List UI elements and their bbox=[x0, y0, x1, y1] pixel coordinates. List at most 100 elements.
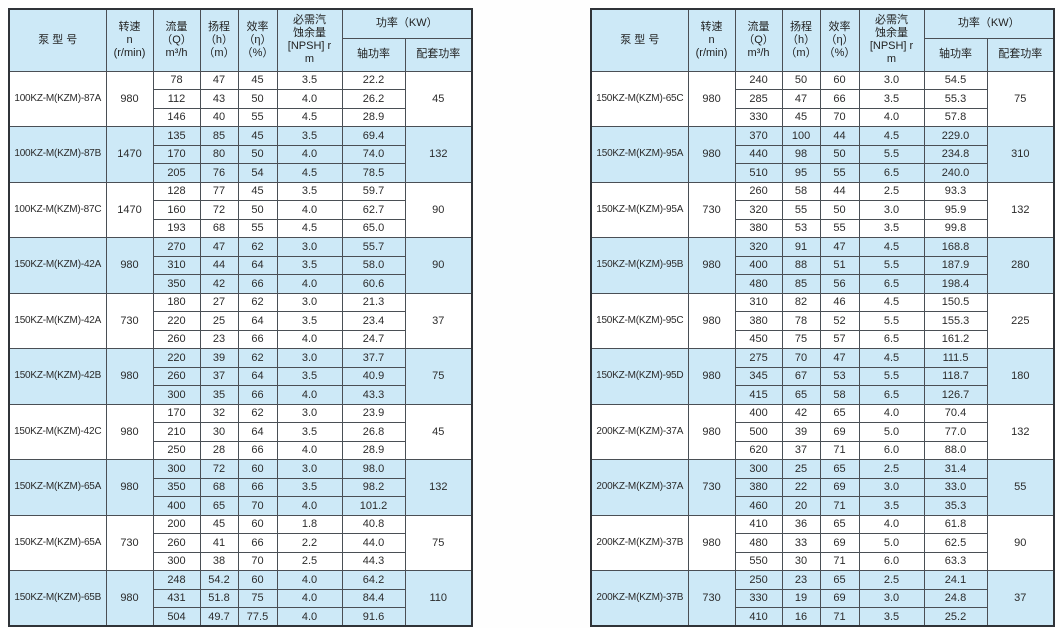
npsh-cell: 5.5 bbox=[858, 255, 925, 275]
flow-cell: 400 bbox=[734, 255, 783, 275]
flow-cell: 260 bbox=[152, 366, 201, 386]
efficiency-cell: 60 bbox=[237, 514, 278, 534]
flow-cell: 345 bbox=[734, 366, 783, 386]
shaft-power-cell: 63.3 bbox=[923, 551, 988, 571]
efficiency-cell: 70 bbox=[819, 107, 860, 127]
speed-cell: 730 bbox=[105, 292, 154, 349]
head-cell: 23 bbox=[781, 570, 821, 590]
head-cell: 68 bbox=[199, 218, 239, 238]
spec-row: 300 38 70 2.5 44.3 bbox=[9, 551, 472, 571]
matched-power-cell: 75 bbox=[404, 514, 473, 571]
matched-power-cell: 132 bbox=[986, 181, 1055, 238]
efficiency-cell: 50 bbox=[237, 89, 278, 109]
flow-cell: 410 bbox=[734, 607, 783, 627]
efficiency-cell: 70 bbox=[237, 496, 278, 516]
flow-cell: 400 bbox=[734, 403, 783, 423]
speed-cell: 980 bbox=[687, 292, 736, 349]
flow-cell: 320 bbox=[734, 200, 783, 220]
head-cell: 70 bbox=[781, 348, 821, 368]
npsh-cell: 3.5 bbox=[276, 70, 343, 90]
head-cell: 47 bbox=[199, 70, 239, 90]
pump-model-cell: 200KZ-M(KZM)-37A bbox=[590, 403, 689, 460]
efficiency-cell: 53 bbox=[819, 366, 860, 386]
flow-cell: 330 bbox=[734, 588, 783, 608]
efficiency-cell: 44 bbox=[819, 126, 860, 146]
pump-model-cell: 150KZ-M(KZM)-95C bbox=[590, 292, 689, 349]
speed-cell: 730 bbox=[687, 181, 736, 238]
npsh-cell: 3.0 bbox=[276, 348, 343, 368]
npsh-cell: 3.5 bbox=[276, 181, 343, 201]
spec-row: 150KZ-M(KZM)-95B 980 320 91 47 4.5 168.8 280 bbox=[590, 237, 1055, 294]
shaft-power-cell: 21.3 bbox=[341, 292, 406, 312]
efficiency-cell: 66 bbox=[237, 274, 278, 294]
efficiency-cell: 55 bbox=[819, 218, 860, 238]
head-cell: 40 bbox=[199, 107, 239, 127]
flow-cell: 260 bbox=[734, 181, 783, 201]
pump-model-cell: 150KZ-M(KZM)-65B bbox=[8, 570, 107, 627]
flow-header: 流量 （Q） m³/h bbox=[734, 8, 783, 72]
matched-power-cell: 75 bbox=[404, 348, 473, 405]
spec-row: 146 40 55 4.5 28.9 bbox=[9, 107, 472, 127]
shaft-power-cell: 61.8 bbox=[923, 514, 988, 534]
pump-model-cell: 150KZ-M(KZM)-42A bbox=[8, 237, 107, 294]
matched-power-cell: 37 bbox=[986, 570, 1055, 627]
npsh-cell: 3.5 bbox=[276, 422, 343, 442]
pump-model-cell: 150KZ-M(KZM)-65A bbox=[8, 459, 107, 516]
head-cell: 25 bbox=[781, 459, 821, 479]
spec-row: 440 98 50 5.5 234.8 bbox=[591, 144, 1054, 164]
head-cell: 41 bbox=[199, 533, 239, 553]
shaft-power-cell: 23.9 bbox=[341, 403, 406, 423]
head-cell: 16 bbox=[781, 607, 821, 627]
shaft-power-cell: 234.8 bbox=[923, 144, 988, 164]
pump-model-cell: 150KZ-M(KZM)-95B bbox=[590, 237, 689, 294]
shaft-power-cell: 64.2 bbox=[341, 570, 406, 590]
head-cell: 80 bbox=[199, 144, 239, 164]
npsh-cell: 5.5 bbox=[858, 366, 925, 386]
npsh-cell: 3.5 bbox=[276, 477, 343, 497]
shaft-power-cell: 78.5 bbox=[341, 163, 406, 183]
head-cell: 88 bbox=[781, 255, 821, 275]
spec-row: 220 25 64 3.5 23.4 bbox=[9, 311, 472, 331]
flow-cell: 440 bbox=[734, 144, 783, 164]
shaft-power-cell: 168.8 bbox=[923, 237, 988, 257]
head-cell: 67 bbox=[781, 366, 821, 386]
shaft-power-cell: 55.7 bbox=[341, 237, 406, 257]
npsh-cell: 4.0 bbox=[276, 607, 343, 627]
head-cell: 23 bbox=[199, 329, 239, 349]
npsh-cell: 3.0 bbox=[858, 588, 925, 608]
flow-cell: 270 bbox=[152, 237, 201, 257]
efficiency-cell: 62 bbox=[237, 348, 278, 368]
head-cell: 98 bbox=[781, 144, 821, 164]
npsh-cell: 6.5 bbox=[858, 274, 925, 294]
head-cell: 50 bbox=[781, 70, 821, 90]
flow-cell: 460 bbox=[734, 496, 783, 516]
shaft-power-cell: 161.2 bbox=[923, 329, 988, 349]
pump-spec-table-right: 泵 型 号 转速 n (r/min) 流量 （Q） m³/h 扬程 （h） （m… bbox=[590, 8, 1056, 627]
power-group-header: 功率（KW） bbox=[341, 8, 473, 39]
npsh-cell: 4.0 bbox=[276, 200, 343, 220]
flow-cell: 380 bbox=[734, 477, 783, 497]
matched-power-cell: 37 bbox=[404, 292, 473, 349]
flow-cell: 200 bbox=[152, 514, 201, 534]
speed-cell: 980 bbox=[105, 403, 154, 460]
head-cell: 78 bbox=[781, 311, 821, 331]
shaft-power-cell: 69.4 bbox=[341, 126, 406, 146]
spec-row: 260 37 64 3.5 40.9 bbox=[9, 366, 472, 386]
spec-row: 285 47 66 3.5 55.3 bbox=[591, 89, 1054, 109]
efficiency-cell: 71 bbox=[819, 496, 860, 516]
shaft-power-cell: 98.2 bbox=[341, 477, 406, 497]
speed-header: 转速 n (r/min) bbox=[687, 8, 736, 72]
head-cell: 82 bbox=[781, 292, 821, 312]
efficiency-header: 效率 （η） （%） bbox=[819, 8, 860, 72]
npsh-cell: 4.0 bbox=[276, 496, 343, 516]
npsh-cell: 2.2 bbox=[276, 533, 343, 553]
flow-cell: 240 bbox=[734, 70, 783, 90]
head-cell: 75 bbox=[781, 329, 821, 349]
spec-row: 480 33 69 5.0 62.5 bbox=[591, 533, 1054, 553]
shaft-power-cell: 57.8 bbox=[923, 107, 988, 127]
efficiency-cell: 65 bbox=[819, 570, 860, 590]
head-cell: 37 bbox=[781, 440, 821, 460]
npsh-cell: 1.8 bbox=[276, 514, 343, 534]
shaft-power-cell: 77.0 bbox=[923, 422, 988, 442]
